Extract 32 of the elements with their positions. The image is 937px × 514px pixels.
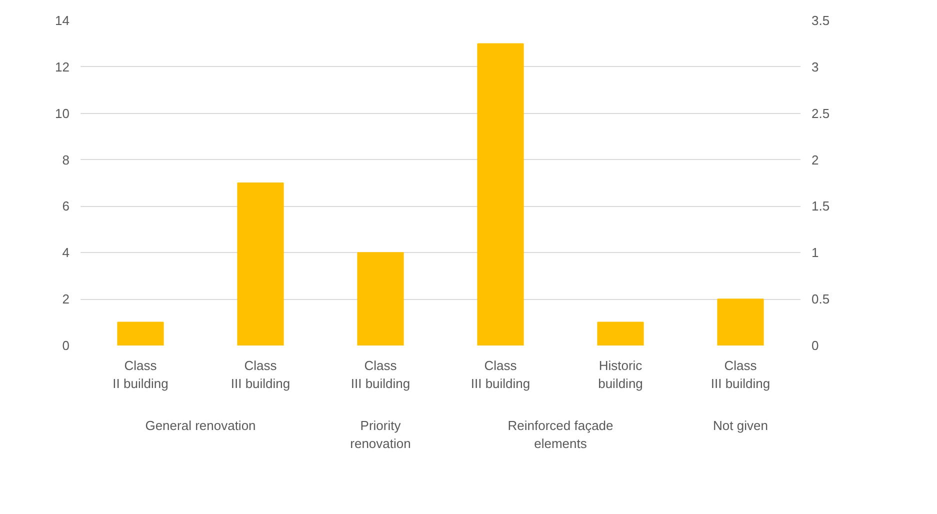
y-tick-label: 6 [62,198,70,214]
y2-tick-label: 1 [812,245,819,260]
x-tick-label: Historic building [598,358,643,391]
bar [357,252,404,346]
y-tick-label: 4 [62,245,70,260]
y-tick-label: 14 [55,13,70,28]
y2-tick-label: 1.5 [812,198,830,214]
bar [477,43,524,346]
x-tick-label: Class III building [230,358,290,391]
y2-tick-label: 3 [812,59,819,74]
bar [597,322,644,346]
text: Priority renovation [350,418,411,451]
y-tick-label: 8 [62,152,70,168]
x-tick-label: Class II building [112,358,168,391]
bar [237,182,284,346]
bar [117,322,164,346]
text: Not given [713,418,768,433]
x-tick-label: Class III building [470,358,530,391]
y2-tick-label: 0 [812,338,819,353]
y-tick-label: 2 [62,292,70,307]
text: Reinforced façade elements [508,418,614,451]
y-tick-label: 0 [62,338,70,353]
y2-tick-label: 3.5 [812,13,830,28]
y-tick-label: 10 [55,106,70,121]
x-tick-label: Class III building [710,358,770,391]
text: General renovation [145,418,256,433]
bar [717,298,764,346]
y2-tick-label: 2 [812,152,819,168]
x-tick-label: Class III building [350,358,410,391]
y2-tick-label: 0.5 [812,292,830,307]
y-tick-label: 12 [55,59,70,74]
y2-tick-label: 2.5 [812,106,830,121]
